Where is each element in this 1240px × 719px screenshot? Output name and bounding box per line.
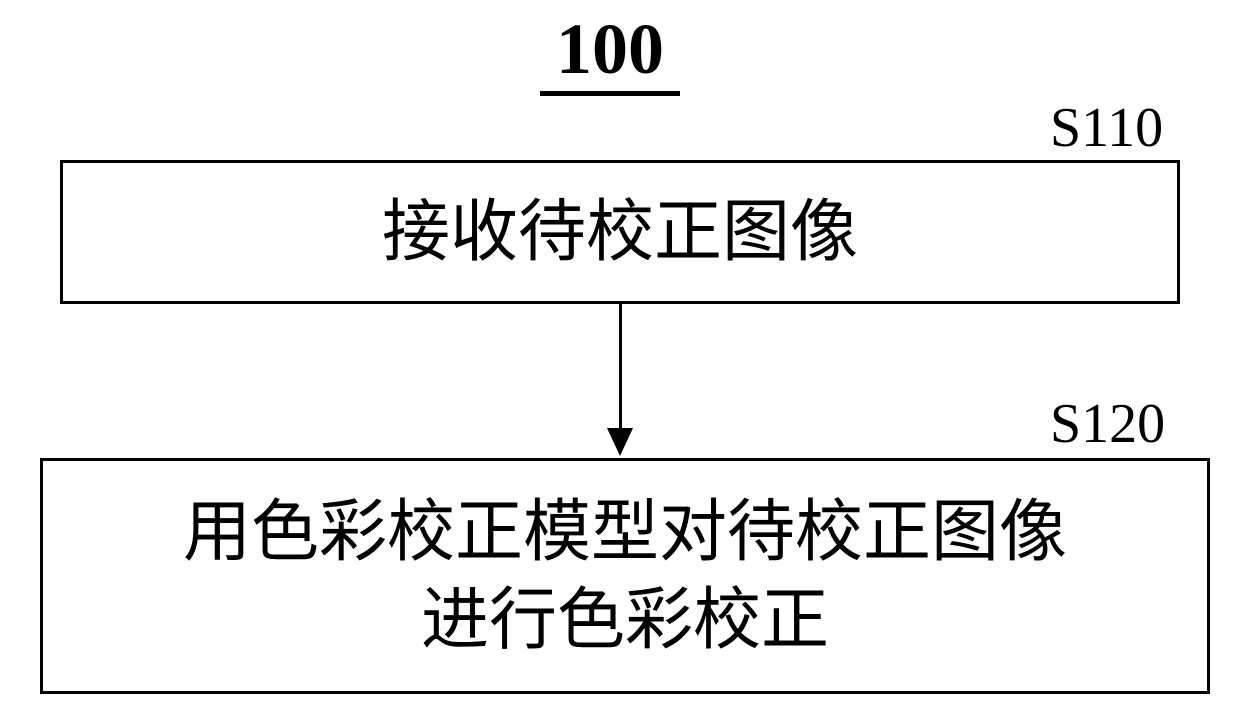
- step-text-s110: 接收待校正图像: [382, 188, 858, 276]
- step-label-s110: S110: [1050, 96, 1163, 160]
- figure-number: 100: [540, 8, 680, 96]
- arrow-line: [619, 304, 622, 428]
- step-box-s120: 用色彩校正模型对待校正图像 进行色彩校正: [40, 458, 1210, 694]
- step-text-s120: 用色彩校正模型对待校正图像 进行色彩校正: [183, 488, 1067, 665]
- arrow-head-icon: [607, 428, 633, 456]
- flowchart-canvas: 100 S110 接收待校正图像 S120 用色彩校正模型对待校正图像 进行色彩…: [0, 0, 1240, 719]
- step-box-s110: 接收待校正图像: [60, 160, 1180, 304]
- step-label-s120: S120: [1050, 392, 1165, 456]
